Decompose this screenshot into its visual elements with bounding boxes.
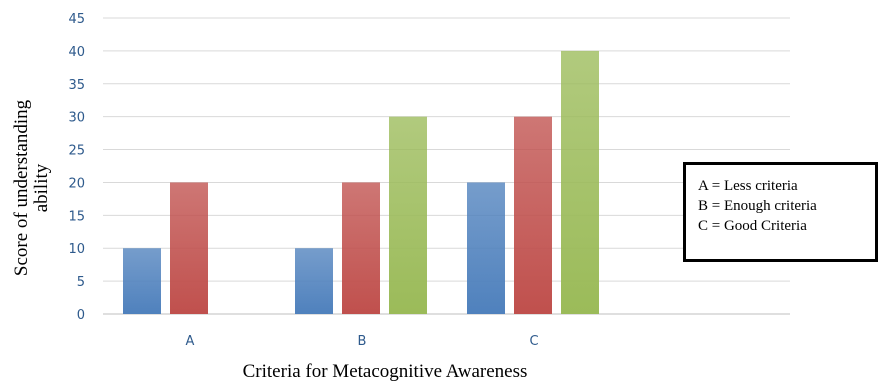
y-tick-label: 0 bbox=[77, 308, 85, 323]
y-tick-label: 40 bbox=[68, 45, 85, 60]
bar-c-series-3 bbox=[561, 50, 599, 315]
x-tick-label: A bbox=[186, 334, 195, 349]
x-tick-label: B bbox=[358, 334, 367, 349]
bars bbox=[123, 50, 599, 315]
y-axis-ticks: 0 5 10 15 20 25 30 35 40 45 bbox=[68, 12, 85, 323]
y-tick-label: 10 bbox=[68, 242, 85, 257]
bar-b-series-2 bbox=[342, 182, 380, 314]
y-tick-label: 5 bbox=[77, 275, 85, 290]
y-tick-label: 45 bbox=[68, 12, 85, 27]
legend-item-c: C = Good Criteria bbox=[698, 218, 807, 234]
legend-item-a: A = Less criteria bbox=[698, 178, 798, 194]
y-tick-label: 15 bbox=[68, 209, 85, 224]
y-tick-label: 35 bbox=[68, 78, 85, 93]
bar-a-series-2 bbox=[170, 182, 208, 314]
bar-c-series-1 bbox=[467, 182, 505, 314]
bar-b-series-1 bbox=[295, 248, 333, 314]
x-tick-label: C bbox=[529, 334, 538, 349]
legend: A = Less criteria B = Enough criteria C … bbox=[683, 162, 878, 262]
x-axis-title: Criteria for Metacognitive Awareness bbox=[243, 361, 528, 382]
y-tick-label: 20 bbox=[68, 176, 85, 191]
y-tick-label: 30 bbox=[68, 111, 85, 126]
y-tick-label: 25 bbox=[68, 144, 85, 159]
legend-item-b: B = Enough criteria bbox=[698, 198, 817, 214]
gridlines bbox=[103, 17, 790, 315]
bar-a-series-1 bbox=[123, 248, 161, 314]
x-axis-ticks: A B C bbox=[186, 334, 539, 349]
bar-b-series-3 bbox=[389, 116, 427, 315]
y-axis-title-line-2: ability bbox=[31, 163, 52, 212]
y-axis-title-line-1: Score of understanding bbox=[11, 99, 32, 276]
bar-c-series-2 bbox=[514, 116, 552, 315]
